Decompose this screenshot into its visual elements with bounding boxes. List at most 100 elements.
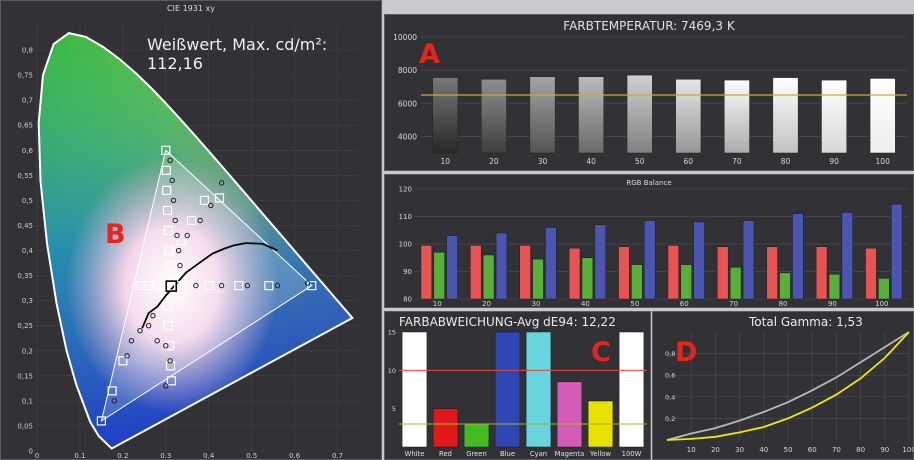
y-tick-label: 0,45	[17, 222, 33, 230]
rgb-balance-bar	[828, 274, 841, 300]
rgb-balance-bar	[766, 246, 778, 300]
color-deviation-panel: 15 10 5 White Red Green Blue Cyan Magenta Yellow 1…	[384, 311, 651, 460]
x-tick-label: 40	[581, 300, 590, 307]
x-tick-label: 0.3	[160, 452, 171, 459]
x-tick-label: 10	[687, 446, 696, 454]
white-point-marker	[165, 280, 178, 292]
measured-point	[172, 217, 178, 224]
x-tick-label: 30	[735, 446, 744, 454]
rgb-balance-bar	[545, 227, 557, 300]
cie-diagram: 0,8 0,75 0,7 0,65 0,6 0,55 0,5 0,45 0,4 0,35 0,3 0,…	[17, 25, 359, 459]
deviation-bar	[401, 331, 428, 448]
color-deviation-chart: 15 10 5 White Red Green Blue Cyan Magenta Yellow 1…	[388, 329, 647, 458]
color-temp-bar	[481, 79, 507, 154]
rgb-balance-bar	[865, 247, 877, 300]
x-tick-label: 50	[784, 446, 793, 454]
rgb-balance-bar	[482, 254, 495, 300]
target-marker	[161, 145, 171, 155]
x-tick-label: 0.6	[289, 452, 301, 459]
deviation-bar	[463, 423, 490, 448]
target-marker	[214, 193, 225, 203]
x-tick-label: 0.4	[203, 452, 215, 459]
rgb-balance-bar	[742, 220, 755, 300]
rgb-balance-bar	[470, 245, 482, 300]
measured-point	[163, 343, 169, 349]
x-tick-label: 50	[630, 300, 639, 307]
x-tick-label: 70	[732, 157, 742, 166]
x-tick-label: 60	[808, 446, 817, 454]
y-tick-label: 0,35	[17, 272, 33, 280]
measured-point	[169, 177, 175, 184]
y-tick-label: 80	[403, 296, 412, 304]
rgb-balance-bar	[693, 221, 705, 300]
target-marker	[165, 361, 176, 371]
target-marker	[96, 416, 107, 426]
planckian-locus	[141, 242, 278, 329]
target-marker	[204, 281, 214, 291]
target-marker	[176, 235, 186, 246]
x-tick-label: 10	[433, 300, 442, 307]
rgb-balance-bar	[618, 246, 630, 300]
measured-point	[184, 232, 190, 239]
gamma-line	[666, 331, 910, 441]
gamma-title: Total Gamma: 1,53	[749, 315, 863, 329]
x-tick-label: 80	[779, 300, 788, 307]
y-tick-label: 0,2	[665, 415, 675, 423]
x-tick-label: 40	[759, 446, 768, 454]
y-tick-label: 6000	[398, 99, 417, 108]
rgb-balance-bar	[581, 257, 594, 300]
x-tick-label: 80	[781, 157, 791, 166]
y-tick-label: 15	[388, 329, 396, 337]
rgb-balance-bar	[729, 267, 742, 300]
measured-point	[145, 323, 152, 329]
y-tick-label: 0,8	[665, 350, 675, 358]
measured-point	[174, 232, 180, 239]
rgb-balance-bar	[680, 264, 692, 300]
x-tick-label: 90	[829, 157, 839, 166]
deviation-bar	[494, 331, 521, 448]
measured-point	[177, 262, 183, 269]
target-marker	[161, 165, 171, 175]
x-tick-label: 100	[875, 300, 888, 307]
white-point-label: WEISS: D65	[189, 288, 225, 295]
x-tick-label: 70	[729, 300, 738, 307]
rgb-balance-bar	[644, 220, 656, 300]
y-tick-label: 0,75	[17, 72, 33, 80]
y-tick-label: 110	[399, 213, 412, 221]
rgb-balance-bar	[594, 224, 606, 300]
target-marker	[165, 341, 175, 351]
y-tick-label: 0,5	[22, 197, 33, 205]
y-tick-label: 0,1	[22, 397, 33, 405]
gamma-line	[666, 331, 910, 441]
rgb-balance-bar	[532, 258, 544, 300]
y-tick-label: 0,6	[22, 147, 34, 155]
gamut-triangle	[100, 149, 313, 422]
color-temp-bar	[821, 79, 847, 154]
target-marker	[162, 185, 172, 195]
target-marker	[162, 205, 173, 216]
x-tick-label: Red	[439, 450, 452, 458]
x-tick-label: Cyan	[530, 450, 547, 458]
color-temp-bar	[772, 77, 799, 154]
y-tick-label: 0,2	[22, 347, 33, 355]
cie-panel: 0,8 0,75 0,7 0,65 0,6 0,55 0,5 0,45 0,4 0,35 0,3 0,…	[0, 0, 382, 460]
y-tick-label: 0,4	[665, 393, 675, 401]
color-temp-bar	[626, 74, 653, 154]
x-tick-label: 70	[832, 446, 841, 454]
y-tick-label: 0,4	[22, 247, 34, 255]
rgb-balance-panel: 120 110 100 90 80 10 20 30 40 50 60 70 80 90 100 RGB B…	[384, 174, 914, 308]
measured-point	[150, 312, 156, 319]
rgb-balance-bar	[568, 247, 581, 300]
y-tick-label: 0	[29, 448, 33, 456]
target-marker	[164, 245, 174, 256]
rgb-balance-chart: 120 110 100 90 80 10 20 30 40 50 60 70 80 90 100	[399, 186, 909, 307]
target-marker	[199, 195, 210, 206]
measured-point	[170, 197, 177, 204]
target-marker	[166, 281, 176, 291]
x-tick-label: 90	[828, 300, 837, 307]
target-marker	[162, 301, 173, 311]
x-tick-label: Green	[466, 450, 487, 458]
target-marker	[118, 356, 128, 366]
panel-label-c: C	[591, 337, 611, 368]
spectral-locus	[37, 32, 354, 450]
